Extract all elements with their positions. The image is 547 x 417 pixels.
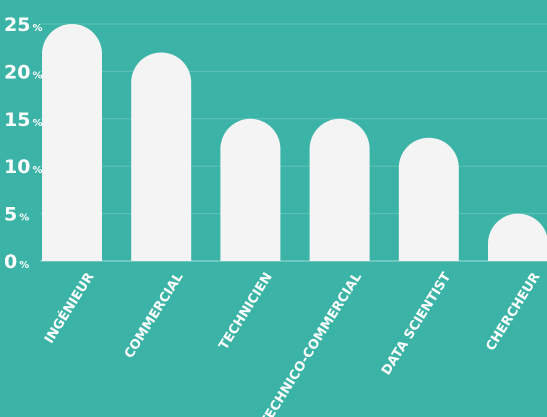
y-tick-label: 0% [4,251,29,273]
y-tick-label: 5% [4,204,29,226]
x-tick-label: CHERCHEUR [483,270,543,354]
x-tick-label: COMMERCIAL [122,270,187,361]
x-tick-label: TECHNICIEN [216,270,275,353]
bar [488,213,547,261]
x-tick-label: INGÉNIEUR [41,270,97,347]
y-tick-label: 10% [4,156,42,178]
x-tick-label: TECHNICO-COMMERCIAL [258,270,365,417]
y-tick-label: 25% [4,14,42,36]
y-axis-ticks: 0 % 5 % 10 % 15 % 20 % 25% [4,14,42,273]
gridlines [40,23,547,262]
bar [131,52,192,261]
y-tick-label: 20% [4,61,42,83]
y-tick-label: 15% [4,109,42,131]
bar [220,118,281,261]
bar [309,118,370,261]
x-axis-ticks: INGÉNIEUR COMMERCIAL TECHNICIENTECHNICO-CO… [41,270,543,417]
bars [42,24,547,261]
bar [398,137,459,261]
bar [42,24,102,261]
x-tick-label: DATA SCIENTIST [379,270,454,378]
